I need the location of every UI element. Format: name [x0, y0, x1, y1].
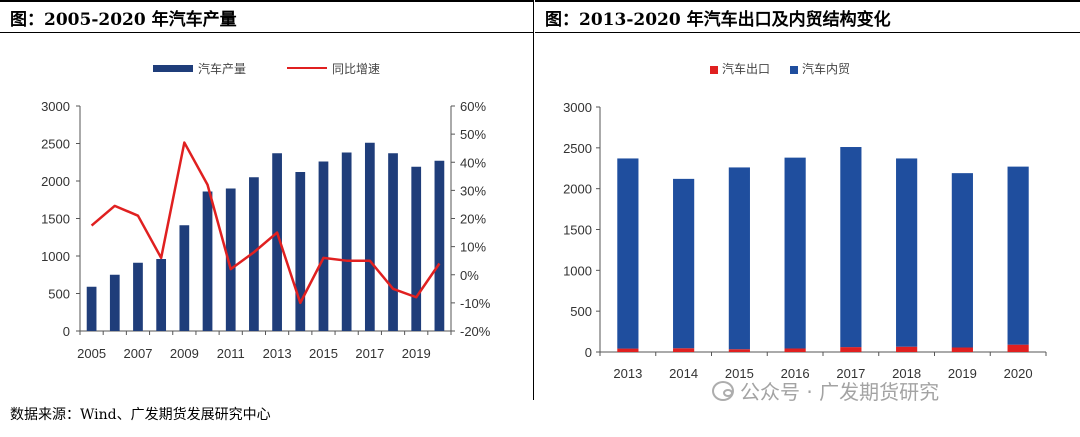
domestic-bar	[673, 178, 695, 349]
legend-label-growth: 同比增速	[332, 62, 380, 76]
export-bar	[728, 349, 750, 352]
growth-line	[90, 141, 441, 305]
right-y-tick-label: 0%	[460, 268, 479, 283]
trade-structure-chart: 汽车出口 汽车内贸 0 500 1000 1500 2000 2500 3000 2013 20…	[563, 61, 1047, 381]
right-y-tick-label: 20%	[460, 212, 486, 227]
production-bar	[179, 225, 190, 331]
y-tick-label: 0	[585, 345, 592, 360]
right-y-tick-label: 30%	[460, 183, 486, 198]
watermark: 公众号 · 广发期货研究	[712, 376, 939, 405]
right-y-tick-label: 10%	[460, 240, 486, 255]
x-tick-label: 2013	[263, 346, 292, 361]
production-bar	[364, 142, 375, 331]
x-tick-label: 2015	[309, 346, 338, 361]
left-y-tick-label: 1000	[41, 249, 70, 264]
left-chart-title: 图：2005-2020 年汽车产量	[0, 0, 533, 33]
production-bar	[434, 160, 445, 331]
domestic-bar	[840, 147, 862, 348]
x-tick-label: 2015	[725, 366, 754, 381]
legend-swatch-domestic	[790, 66, 798, 74]
y-tick-label: 3000	[563, 100, 592, 115]
production-bar	[411, 166, 422, 331]
export-bar	[784, 348, 806, 352]
left-y-tick-label: 1500	[41, 212, 70, 227]
production-bar	[388, 153, 398, 331]
right-y-tick-label: -20%	[460, 324, 491, 339]
export-bar	[951, 347, 973, 352]
domestic-bar	[728, 167, 750, 350]
y-tick-label: 500	[570, 304, 592, 319]
legend-label-domestic: 汽车内贸	[802, 61, 850, 76]
x-tick-label: 2013	[613, 366, 642, 381]
left-y-tick-label: 3000	[41, 99, 70, 114]
right-axes: 0 500 1000 1500 2000 2500 3000 2013 2014 2015 2016…	[563, 100, 1047, 381]
right-chart-panel: 图：2013-2020 年汽车出口及内贸结构变化 汽车出口 汽车内贸 0 500 1…	[535, 0, 1080, 400]
x-tick-label: 2016	[781, 366, 810, 381]
export-bar	[1007, 344, 1029, 352]
production-bar	[156, 259, 167, 331]
left-y-tick-label: 500	[48, 287, 70, 302]
production-bar	[341, 152, 352, 331]
y-tick-label: 2500	[563, 141, 592, 156]
production-chart: 汽车产量 同比增速 0 500 1000 1500 2000 2500 3000 -20% -1…	[41, 61, 491, 361]
y-tick-label: 1500	[563, 223, 592, 238]
export-bar	[896, 346, 918, 352]
left-legend: 汽车产量 同比增速	[153, 61, 380, 76]
y-tick-label: 2000	[563, 182, 592, 197]
left-y-tick-label: 2000	[41, 174, 70, 189]
x-tick-label: 2007	[124, 346, 153, 361]
domestic-bar	[896, 158, 918, 347]
x-tick-label: 2020	[1004, 366, 1033, 381]
production-bar	[133, 262, 143, 331]
legend-swatch-production	[153, 65, 193, 72]
right-y-tick-label: 60%	[460, 99, 486, 114]
x-tick-label: 2019	[948, 366, 977, 381]
production-bar	[86, 286, 97, 331]
watermark-text: 公众号 · 广发期货研究	[740, 380, 940, 404]
export-bar	[673, 348, 695, 352]
source-note: 数据来源：Wind、广发期货发展研究中心	[10, 407, 271, 423]
left-chart-panel: 图：2005-2020 年汽车产量 汽车产量 同比增速 0 500 1000 1500…	[0, 0, 534, 400]
x-tick-label: 2017	[355, 346, 384, 361]
production-bar	[225, 188, 236, 331]
production-bars	[86, 142, 445, 331]
left-y-tick-label: 2500	[41, 137, 70, 152]
x-tick-label: 2011	[217, 346, 245, 361]
production-bar	[202, 191, 213, 331]
legend-swatch-export	[710, 66, 718, 74]
x-tick-label: 2018	[892, 366, 921, 381]
domestic-bar	[617, 158, 639, 349]
left-y-tick-label: 0	[63, 324, 70, 339]
domestic-bar	[784, 157, 806, 349]
wechat-icon	[712, 380, 734, 401]
production-bar	[318, 161, 329, 331]
right-y-tick-label: -10%	[460, 296, 491, 311]
domestic-bar	[951, 173, 973, 348]
trade-bars	[617, 147, 1029, 352]
y-tick-label: 1000	[563, 263, 592, 278]
right-y-tick-label: 40%	[460, 155, 486, 170]
left-axes: 0 500 1000 1500 2000 2500 3000 -20% -10% 0% 10% 20%…	[41, 99, 491, 361]
domestic-bar	[1007, 166, 1029, 345]
export-bar	[840, 347, 862, 352]
x-tick-label: 2005	[77, 346, 106, 361]
x-tick-label: 2017	[836, 366, 865, 381]
legend-label-production: 汽车产量	[198, 61, 246, 76]
growth-rate-line	[90, 141, 441, 305]
production-bar	[249, 177, 259, 331]
x-tick-label: 2019	[402, 346, 431, 361]
export-bar	[617, 348, 639, 352]
production-bar	[109, 274, 120, 331]
right-y-tick-label: 50%	[460, 127, 486, 142]
production-bar	[272, 153, 282, 331]
legend-label-export: 汽车出口	[722, 61, 770, 76]
right-legend: 汽车出口 汽车内贸	[710, 61, 850, 76]
x-tick-label: 2014	[669, 366, 698, 381]
right-chart-title: 图：2013-2020 年汽车出口及内贸结构变化	[535, 0, 1080, 33]
production-bar	[295, 172, 306, 331]
x-tick-label: 2009	[170, 346, 199, 361]
